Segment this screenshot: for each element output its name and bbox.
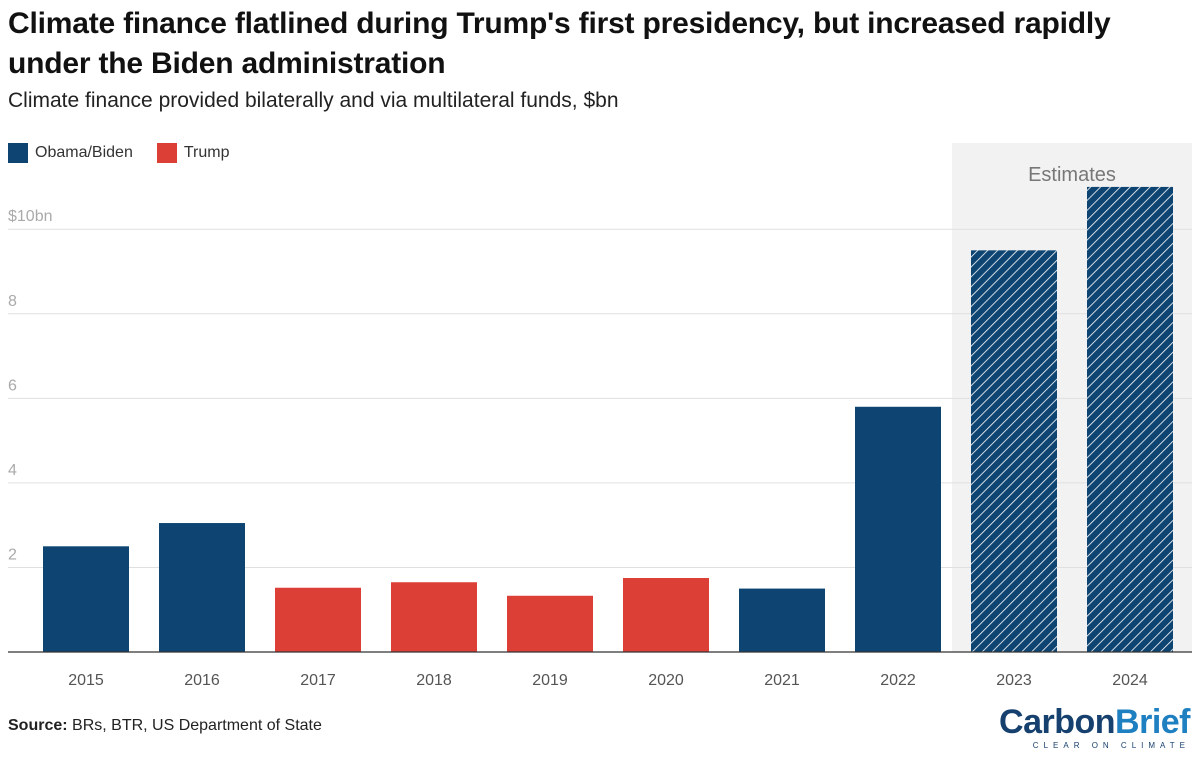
x-tick-label: 2022 [880, 672, 916, 689]
bar-2023 [971, 250, 1057, 653]
legend-swatch-trump [156, 143, 177, 163]
x-tick-label: 2023 [996, 672, 1032, 689]
bar-2024 [1087, 186, 1173, 652]
x-tick-label: 2024 [1112, 672, 1148, 689]
bar-2019 [507, 595, 593, 652]
carbonbrief-logo: CarbonBrief CLEAR ON CLIMATE [999, 705, 1190, 750]
legend-label-obama-biden: Obama/Biden [35, 144, 133, 161]
y-tick-label: 2 [8, 546, 17, 563]
x-tick-label: 2017 [300, 672, 336, 689]
bar-2022 [855, 406, 941, 652]
legend: Obama/Biden Trump [8, 143, 229, 163]
legend-item-obama-biden: Obama/Biden [8, 143, 133, 163]
y-tick-label: 8 [8, 293, 17, 310]
source-label: Source: [8, 717, 68, 734]
logo-tagline: CLEAR ON CLIMATE [1032, 741, 1190, 750]
logo-wordmark: CarbonBrief [999, 705, 1190, 739]
y-tick-label: $10bn [8, 208, 53, 225]
estimates-label: Estimates [1028, 164, 1116, 186]
bar-chart: Estimates 2 4 6 8 $10bn 2015 2016 2017 2018 2019 20… [8, 143, 1192, 689]
bar-2021 [739, 588, 825, 652]
source-text: BRs, BTR, US Department of State [67, 717, 322, 734]
legend-label-trump: Trump [183, 144, 230, 161]
bar-2018 [391, 582, 477, 652]
x-tick-label: 2021 [764, 672, 800, 689]
bar-2016 [159, 523, 245, 652]
legend-swatch-obama-biden [8, 143, 28, 163]
x-tick-label: 2020 [648, 672, 684, 689]
bar-2020 [623, 578, 709, 652]
x-tick-label: 2016 [184, 672, 220, 689]
x-tick-label: 2015 [68, 672, 104, 689]
x-tick-label: 2018 [416, 672, 452, 689]
legend-item-trump: Trump [156, 143, 230, 163]
x-tick-label: 2019 [532, 672, 568, 689]
bar-2015 [43, 546, 129, 652]
bar-2017 [275, 587, 361, 652]
y-tick-label: 4 [8, 462, 17, 479]
chart-title: Climate finance flatlined during Trump's… [8, 7, 1111, 80]
logo-carbon: Carbon [999, 703, 1116, 741]
logo-brief: Brief [1115, 703, 1190, 741]
chart-subtitle: Climate finance provided bilaterally and… [8, 89, 619, 112]
y-tick-label: 6 [8, 377, 17, 394]
source-note: Source: BRs, BTR, US Department of State [8, 717, 322, 735]
